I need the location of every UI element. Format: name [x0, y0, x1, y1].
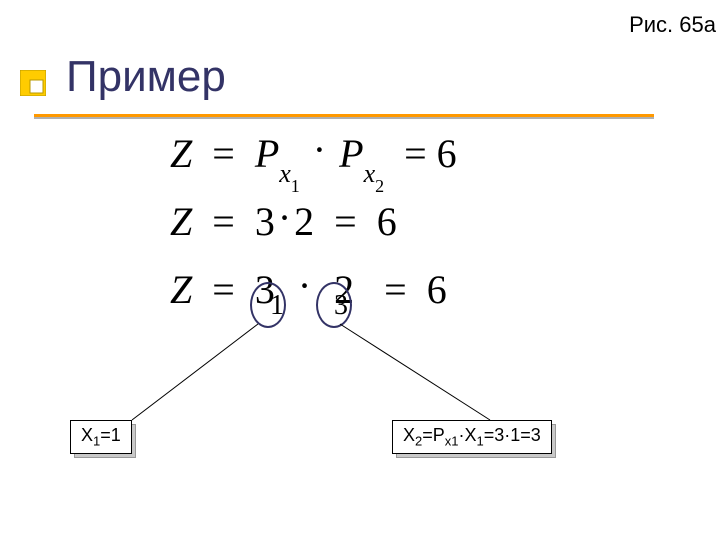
equation-line-2: Z = 3·2 = 6 — [170, 198, 457, 266]
eq1-p1: P — [255, 131, 279, 176]
eq1-p2: P — [339, 131, 363, 176]
equation-line-1: Z = Px1 · Px2 = 6 — [170, 130, 457, 198]
callout-box-left: X1=1 — [70, 420, 132, 454]
callout-right-eq: =P — [422, 425, 445, 445]
callout-box-right: X2=Px1·X1=3·1=3 — [392, 420, 552, 454]
callout-right-psub: x1 — [445, 434, 459, 449]
eq1-eq — [202, 131, 212, 176]
callout-right-dot: ·X — [459, 425, 477, 445]
figure-caption: Рис. 65а — [629, 12, 716, 38]
eq1-p1-sub: x1 — [279, 159, 300, 188]
eq1-p2-sub: x2 — [364, 159, 385, 188]
eq1-rhs: 6 — [437, 131, 457, 176]
eq1-eq-sign: = — [212, 131, 235, 176]
dot-icon: · — [298, 263, 311, 308]
callout-right-rest: =3·1=3 — [484, 425, 541, 445]
equation-line-3: Z = 3 · 2 = 6 — [170, 266, 457, 334]
callout-right-xsub: 1 — [477, 434, 484, 449]
page-title: Пример — [66, 52, 226, 102]
equations-block: Z = Px1 · Px2 = 6 Z = 3·2 = 6 Z = 3 · 2 … — [170, 130, 457, 334]
oval-highlight-2 — [316, 282, 352, 328]
dot-icon: · — [313, 127, 326, 172]
bullet-icon — [20, 70, 46, 96]
oval-highlight-1 — [250, 282, 286, 328]
callout-right-var: X — [403, 425, 415, 445]
callout-left-var: X — [81, 425, 93, 445]
title-underline-bottom — [34, 117, 654, 119]
eq2-z: Z — [170, 199, 192, 244]
eq3-z: Z — [170, 267, 192, 312]
callout-left-rest: =1 — [100, 425, 121, 445]
eq1-lhs: Z — [170, 131, 192, 176]
dot-icon: · — [278, 195, 291, 240]
